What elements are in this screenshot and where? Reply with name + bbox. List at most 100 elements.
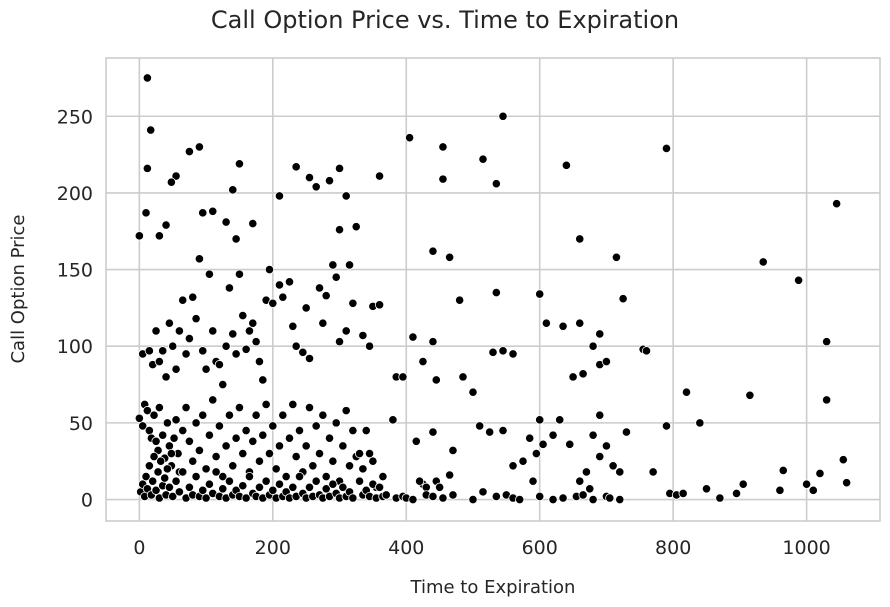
data-point	[304, 482, 315, 492]
data-point	[615, 467, 625, 477]
data-point	[258, 375, 268, 385]
data-point	[221, 441, 231, 451]
data-point	[234, 402, 245, 413]
data-point	[164, 441, 174, 451]
data-point	[428, 427, 438, 437]
data-point	[214, 421, 225, 431]
data-point	[661, 143, 672, 154]
data-point	[438, 493, 448, 503]
data-point	[161, 220, 171, 230]
data-point	[344, 260, 355, 270]
data-point	[538, 439, 548, 449]
data-point	[575, 318, 585, 328]
data-point	[191, 418, 201, 428]
data-point	[181, 349, 191, 359]
data-point	[304, 402, 315, 413]
data-point	[331, 418, 341, 428]
data-point	[478, 487, 488, 497]
data-point	[304, 172, 315, 183]
data-point	[234, 159, 245, 169]
data-point	[308, 461, 318, 471]
data-point	[174, 487, 184, 497]
data-point	[701, 484, 712, 494]
data-point	[288, 321, 298, 331]
data-point	[541, 318, 551, 328]
data-point	[211, 467, 221, 477]
data-point	[341, 406, 351, 416]
data-point	[138, 421, 148, 431]
data-point	[153, 467, 163, 477]
data-point	[354, 476, 365, 486]
data-point	[595, 329, 605, 339]
data-point	[151, 436, 161, 446]
data-point	[488, 347, 498, 357]
data-point	[154, 356, 164, 367]
data-point	[274, 191, 285, 201]
data-point	[334, 225, 345, 235]
y-tick-label: 200	[57, 183, 93, 205]
data-point	[194, 445, 205, 456]
data-point	[188, 292, 198, 302]
x-axis-title: Time to Expiration	[410, 577, 576, 598]
data-point	[211, 452, 221, 462]
data-point	[174, 326, 184, 336]
data-point	[321, 484, 331, 494]
data-point	[351, 222, 361, 232]
data-point	[238, 448, 248, 459]
data-point	[368, 456, 378, 466]
data-point	[151, 485, 161, 495]
data-point	[561, 160, 571, 170]
data-point	[565, 439, 575, 449]
data-point	[244, 326, 255, 336]
data-point	[166, 448, 176, 459]
data-point	[778, 465, 788, 476]
data-point	[224, 476, 235, 486]
data-point	[201, 464, 211, 474]
data-point	[231, 234, 241, 244]
data-point	[160, 473, 170, 483]
data-point	[588, 430, 598, 440]
data-point	[154, 231, 164, 241]
data-point	[268, 421, 278, 431]
y-tick-label: 150	[57, 260, 93, 282]
data-point	[301, 303, 311, 313]
data-point	[324, 176, 335, 186]
data-point	[248, 218, 258, 229]
data-point	[338, 482, 348, 492]
data-point	[548, 494, 558, 505]
data-point	[324, 433, 335, 443]
data-point	[418, 356, 428, 367]
data-point	[311, 476, 321, 486]
data-point	[234, 269, 245, 279]
data-point	[198, 410, 208, 420]
data-point	[278, 292, 288, 302]
data-point	[435, 482, 445, 492]
data-point	[601, 441, 612, 451]
data-point	[148, 476, 158, 486]
data-point	[661, 421, 672, 431]
data-point	[204, 479, 215, 489]
data-point	[208, 206, 218, 216]
data-point	[535, 491, 545, 502]
data-point	[458, 372, 468, 382]
data-point	[168, 341, 178, 351]
data-point	[404, 133, 415, 143]
data-point	[445, 470, 455, 480]
data-point	[184, 146, 195, 157]
data-point	[428, 337, 438, 347]
data-point	[525, 433, 535, 443]
data-point	[555, 415, 565, 425]
data-point	[142, 73, 152, 83]
data-point	[161, 372, 171, 382]
data-point	[608, 461, 618, 471]
data-point	[178, 425, 188, 436]
data-point	[221, 217, 231, 227]
data-point	[468, 494, 478, 505]
data-point	[354, 448, 365, 459]
data-point	[328, 456, 338, 466]
data-point	[201, 493, 211, 503]
data-point	[171, 364, 181, 374]
data-point	[358, 464, 368, 474]
data-point	[231, 433, 241, 443]
data-point	[838, 455, 848, 465]
